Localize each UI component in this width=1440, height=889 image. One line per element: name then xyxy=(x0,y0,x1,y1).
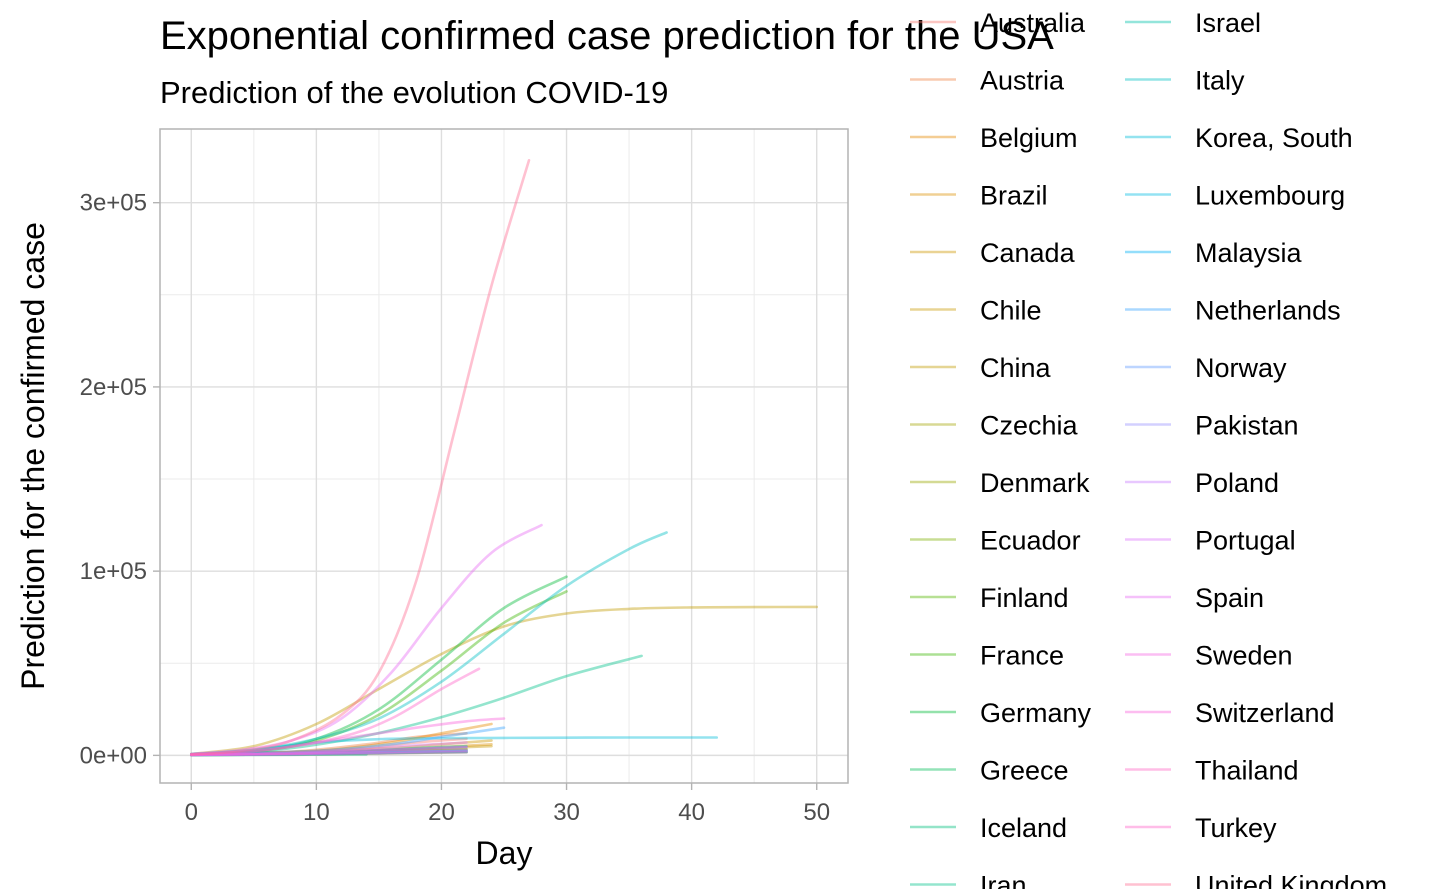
x-axis-title: Day xyxy=(476,835,533,871)
legend: Australia Austria Belgium Brazil Canada Chile… xyxy=(910,8,1387,889)
legend-label: Ecuador xyxy=(980,526,1081,556)
legend-label: Finland xyxy=(980,583,1069,613)
legend-label: Korea, South xyxy=(1195,123,1353,153)
x-tick-label: 0 xyxy=(185,799,198,826)
legend-label: Brazil xyxy=(980,181,1048,211)
legend-label: Austria xyxy=(980,66,1065,96)
legend-label: France xyxy=(980,641,1064,671)
legend-label: Greece xyxy=(980,756,1069,786)
series-line xyxy=(190,575,568,756)
legend-label: Portugal xyxy=(1195,526,1296,556)
y-tick-label: 0e+00 xyxy=(80,742,147,769)
series-line xyxy=(190,750,468,757)
legend-label: United Kingdom xyxy=(1195,871,1387,889)
legend-label: Czechia xyxy=(980,411,1079,441)
legend-label: Turkey xyxy=(1195,813,1277,843)
series-line xyxy=(190,726,506,756)
x-tick-label: 10 xyxy=(303,799,330,826)
series-line xyxy=(190,750,468,757)
y-axis: 0e+00 1e+05 2e+05 3e+05 xyxy=(80,190,160,769)
legend-label: Denmark xyxy=(980,468,1090,498)
x-tick-label: 50 xyxy=(803,799,830,826)
legend-label: Iceland xyxy=(980,813,1067,843)
series-line xyxy=(190,749,468,757)
series-line xyxy=(190,750,468,757)
legend-label: Germany xyxy=(980,698,1092,728)
series-line xyxy=(190,741,468,757)
series-line xyxy=(190,753,368,757)
series-line xyxy=(190,605,818,756)
grid-major xyxy=(160,129,848,783)
legend-label: Poland xyxy=(1195,468,1279,498)
series-line xyxy=(190,749,468,757)
series-line xyxy=(190,590,568,756)
series-line xyxy=(190,748,468,757)
legend-label: Israel xyxy=(1195,8,1261,38)
legend-label: Pakistan xyxy=(1195,411,1299,441)
y-tick-label: 3e+05 xyxy=(80,190,147,217)
x-tick-label: 20 xyxy=(428,799,455,826)
y-axis-title: Prediction for the confirmed case xyxy=(15,222,51,690)
chart-subtitle: Prediction of the evolution COVID-19 xyxy=(160,75,668,110)
series-line xyxy=(190,739,493,756)
legend-label: Thailand xyxy=(1195,756,1299,786)
legend-label: Italy xyxy=(1195,66,1245,96)
legend-label: Canada xyxy=(980,238,1076,268)
series-line xyxy=(190,736,718,756)
legend-label: Switzerland xyxy=(1195,698,1335,728)
legend-label: Sweden xyxy=(1195,641,1293,671)
y-tick-label: 1e+05 xyxy=(80,558,147,585)
series-line xyxy=(190,748,468,757)
series-line xyxy=(190,747,468,757)
series-line xyxy=(190,159,531,756)
legend-label: Luxembourg xyxy=(1195,181,1345,211)
series-line xyxy=(190,745,468,757)
plot-panel xyxy=(159,128,849,784)
series-line xyxy=(190,531,668,756)
series-line xyxy=(190,743,493,756)
series-line xyxy=(190,654,643,756)
legend-label: Belgium xyxy=(980,123,1078,153)
chart-title: Exponential confirmed case prediction fo… xyxy=(160,14,1054,58)
series-line xyxy=(190,744,493,756)
x-tick-label: 40 xyxy=(678,799,705,826)
panel-border xyxy=(159,128,849,784)
series-line xyxy=(190,750,468,757)
series-line xyxy=(190,722,493,756)
series-line xyxy=(190,744,468,757)
legend-label: Netherlands xyxy=(1195,296,1341,326)
series-line xyxy=(190,667,481,756)
x-axis: 0 10 20 30 40 50 xyxy=(185,783,830,826)
legend-label: China xyxy=(980,353,1052,383)
legend-label: Spain xyxy=(1195,583,1264,613)
series-line xyxy=(190,749,468,757)
series-line xyxy=(190,732,468,756)
series-line xyxy=(190,717,506,756)
legend-label: Malaysia xyxy=(1195,238,1303,268)
x-tick-label: 30 xyxy=(553,799,580,826)
legend-label: Norway xyxy=(1195,353,1287,383)
series-line xyxy=(190,523,543,756)
y-tick-label: 2e+05 xyxy=(80,374,147,401)
series-lines xyxy=(190,159,818,757)
legend-label: Iran xyxy=(980,871,1027,889)
series-line xyxy=(190,737,468,756)
legend-label: Chile xyxy=(980,296,1042,326)
legend-label: Australia xyxy=(980,8,1086,38)
series-line xyxy=(190,745,468,757)
grid-minor xyxy=(160,129,848,783)
